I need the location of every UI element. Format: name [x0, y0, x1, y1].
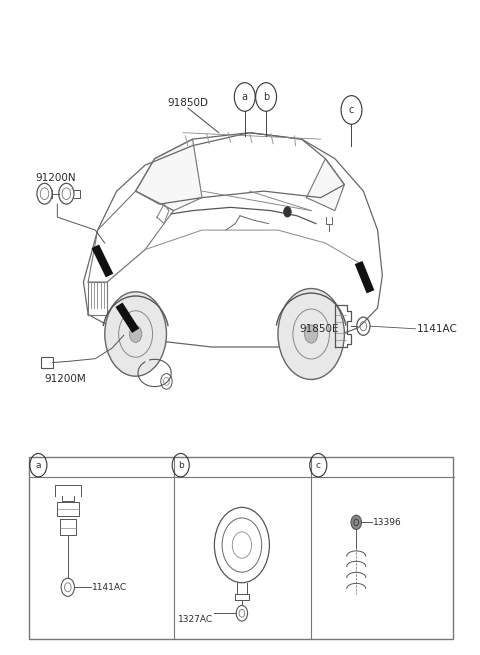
Text: a: a — [36, 460, 41, 470]
Circle shape — [304, 325, 318, 343]
Text: c: c — [349, 105, 354, 115]
Circle shape — [284, 207, 291, 217]
Text: a: a — [242, 92, 248, 102]
Text: 1327AC: 1327AC — [178, 615, 213, 624]
Text: 1141AC: 1141AC — [417, 324, 457, 334]
Circle shape — [105, 291, 167, 376]
Text: b: b — [263, 92, 269, 102]
Text: 91850D: 91850D — [168, 98, 208, 109]
Text: b: b — [178, 460, 183, 470]
Text: 91200M: 91200M — [45, 375, 86, 384]
Text: 91200N: 91200N — [35, 173, 76, 183]
Text: 13396: 13396 — [373, 518, 402, 527]
Circle shape — [278, 289, 344, 379]
Bar — [41, 358, 53, 367]
Text: 91850E: 91850E — [300, 324, 339, 334]
Text: 1141AC: 1141AC — [92, 583, 127, 591]
Circle shape — [130, 326, 142, 343]
Polygon shape — [306, 159, 344, 211]
Polygon shape — [136, 139, 202, 211]
Text: c: c — [316, 460, 321, 470]
Bar — [29, 457, 454, 639]
Circle shape — [351, 515, 361, 529]
